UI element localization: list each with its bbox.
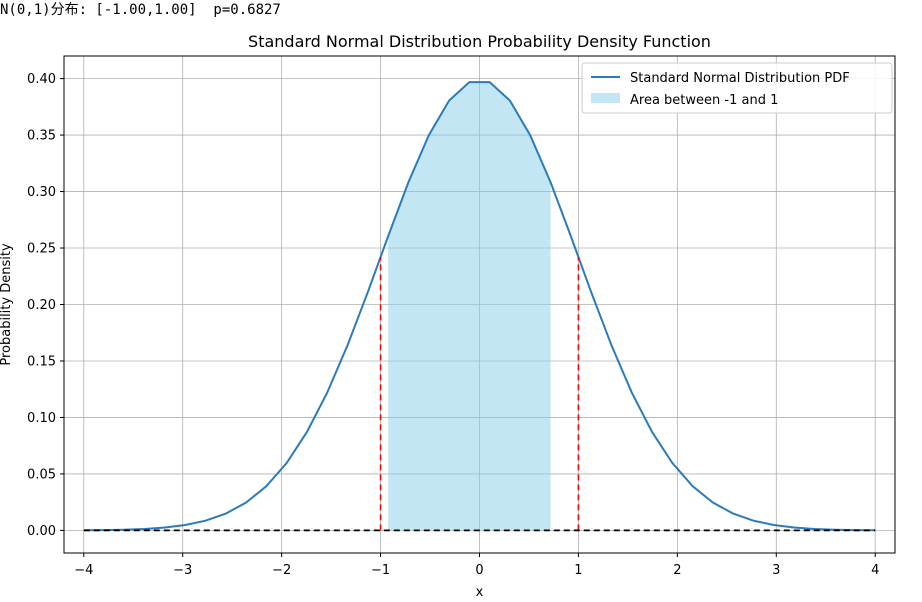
legend-label-area: Area between -1 and 1 xyxy=(630,93,778,108)
y-tick-label: 0.40 xyxy=(27,72,56,87)
y-tick-label: 0.35 xyxy=(27,129,56,144)
y-tick-label: 0.05 xyxy=(27,467,56,482)
x-tick-label: 0 xyxy=(475,563,483,578)
legend: Standard Normal Distribution PDF Area be… xyxy=(581,62,893,114)
legend-area-swatch xyxy=(591,93,620,103)
pdf-curve-layer xyxy=(83,81,876,532)
shaded-area xyxy=(388,82,551,531)
y-axis-label: Probability Density xyxy=(0,243,14,366)
y-tick-label: 0.20 xyxy=(27,298,56,313)
legend-box xyxy=(581,62,893,114)
y-tick-label: 0.15 xyxy=(27,354,56,369)
chart-title: Standard Normal Distribution Probability… xyxy=(248,32,711,51)
x-tick-label: −3 xyxy=(173,563,192,578)
pdf-curve xyxy=(83,81,876,532)
axis-ticks: −4 −3 −2 −1 0 1 2 3 4 0.00 0.05 0.10 0.15 0.20 0.25 0.3… xyxy=(27,72,879,578)
y-tick-label: 0.00 xyxy=(27,524,56,539)
y-tick-label: 0.30 xyxy=(27,185,56,200)
x-tick-label: −4 xyxy=(74,563,93,578)
x-tick-label: 1 xyxy=(574,563,582,578)
legend-label-pdf: Standard Normal Distribution PDF xyxy=(630,71,850,86)
x-tick-label: −1 xyxy=(371,563,390,578)
reference-lines-layer xyxy=(83,257,876,532)
x-tick-label: 3 xyxy=(772,563,780,578)
y-tick-label: 0.10 xyxy=(27,411,56,426)
x-tick-label: 2 xyxy=(673,563,681,578)
console-output-line: N(0,1)分布: [-1.00,1.00] p=0.6827 xyxy=(0,2,281,18)
shaded-area-layer xyxy=(388,82,551,531)
x-axis-label: x xyxy=(476,585,484,600)
x-tick-label: −2 xyxy=(272,563,291,578)
x-tick-label: 4 xyxy=(871,563,879,578)
y-tick-label: 0.25 xyxy=(27,242,56,257)
